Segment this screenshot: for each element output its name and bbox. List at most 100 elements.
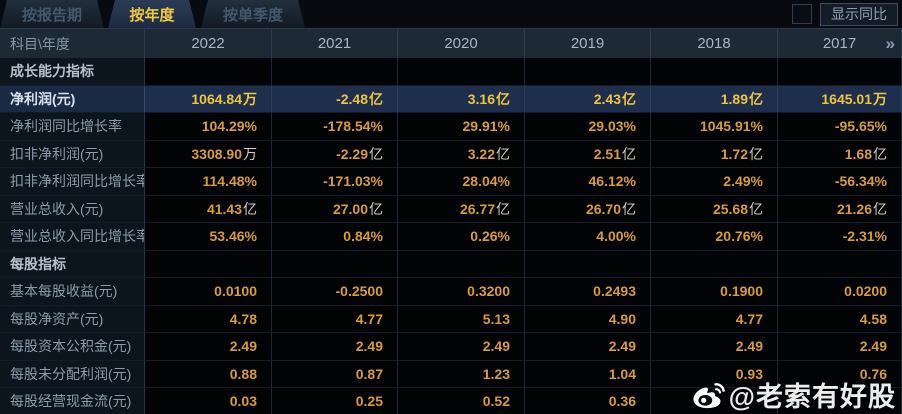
row-value: [651, 58, 778, 86]
row-value: 29.03%: [525, 113, 651, 141]
row-value: 28.04%: [398, 168, 525, 196]
row-value: 4.00%: [525, 223, 651, 251]
row-value: 53.46%: [145, 223, 272, 251]
table-row[interactable]: 每股经营现金流(元) 0.03 0.25 0.52 0.36: [0, 388, 902, 414]
table-row[interactable]: 扣非净利润同比增长率 114.48% -171.03% 28.04% 46.12% 2.4…: [0, 168, 902, 196]
row-value: [525, 250, 651, 278]
year-header-2019: 2019: [525, 29, 651, 58]
row-value: 1.68 亿: [778, 140, 902, 168]
row-value: 0.88: [145, 360, 272, 388]
row-value: 0.0200: [778, 278, 902, 306]
row-value: 26.77 亿: [398, 195, 525, 223]
row-label: 每股未分配利润(元): [0, 360, 145, 388]
row-label: 扣非净利润(元): [0, 140, 145, 168]
tab-by-report-period[interactable]: 按报告期: [0, 0, 104, 28]
row-value: 41.43 亿: [145, 195, 272, 223]
row-label: 净利润同比增长率: [0, 113, 145, 141]
tab-bar: 按报告期 按年度 按单季度 显示同比: [0, 0, 902, 28]
row-value: 0.76: [778, 360, 902, 388]
row-value: [525, 58, 651, 86]
table-row[interactable]: 成长能力指标: [0, 58, 902, 86]
row-value: -2.31%: [778, 223, 902, 251]
row-value: 0.1900: [651, 278, 778, 306]
row-label: 每股净资产(元): [0, 305, 145, 333]
year-header-2022: 2022: [145, 29, 272, 58]
row-value: 4.90: [525, 305, 651, 333]
row-value: -56.34%: [778, 168, 902, 196]
row-value: 1045.91%: [651, 113, 778, 141]
row-value: [398, 250, 525, 278]
row-value: 2.49%: [651, 168, 778, 196]
row-value: [145, 250, 272, 278]
year-header-2018: 2018: [651, 29, 778, 58]
row-value: 27.00 亿: [272, 195, 398, 223]
row-label: 营业总收入同比增长率: [0, 223, 145, 251]
row-value: 0.26%: [398, 223, 525, 251]
row-value: 4.78: [145, 305, 272, 333]
show-yoy-label[interactable]: 显示同比: [820, 2, 898, 26]
corner-label: 科目\年度: [0, 29, 145, 58]
row-value: 21.26 亿: [778, 195, 902, 223]
row-label: 净利润(元): [0, 85, 145, 113]
next-columns-icon[interactable]: »: [885, 33, 896, 53]
row-value: 3308.90 万: [145, 140, 272, 168]
row-value: [272, 250, 398, 278]
row-value: 0.52: [398, 388, 525, 414]
row-value: 1.72 亿: [651, 140, 778, 168]
row-value: 0.87: [272, 360, 398, 388]
row-value: 3.16 亿: [398, 85, 525, 113]
row-value: 20.76%: [651, 223, 778, 251]
row-value: 25.68 亿: [651, 195, 778, 223]
row-value: 4.77: [272, 305, 398, 333]
row-value: 2.43 亿: [525, 85, 651, 113]
row-value: 0.0100: [145, 278, 272, 306]
row-value: 0.25: [272, 388, 398, 414]
tab-by-single-quarter[interactable]: 按单季度: [201, 0, 305, 28]
show-yoy-checkbox[interactable]: [792, 4, 812, 24]
table-row[interactable]: 营业总收入同比增长率 53.46% 0.84% 0.26% 4.00% 20.76% -2.…: [0, 223, 902, 251]
row-value: 3.22 亿: [398, 140, 525, 168]
row-value: 0.2493: [525, 278, 651, 306]
table-row[interactable]: 营业总收入(元) 41.43 亿 27.00 亿 26.77 亿 26.70 亿 25.68 亿 21…: [0, 195, 902, 223]
row-label: 扣非净利润同比增长率: [0, 168, 145, 196]
year-header-2021: 2021: [272, 29, 398, 58]
row-value: 4.77: [651, 305, 778, 333]
row-value: 0.93: [651, 360, 778, 388]
table-row[interactable]: 每股净资产(元) 4.78 4.77 5.13 4.90 4.77 4.58: [0, 305, 902, 333]
row-value: 2.49: [272, 333, 398, 361]
row-label: 营业总收入(元): [0, 195, 145, 223]
row-value: [651, 250, 778, 278]
row-value: 1.04: [525, 360, 651, 388]
year-header-2017: 2017 »: [778, 29, 902, 58]
row-value: [651, 388, 778, 414]
row-value: 2.49: [525, 333, 651, 361]
table-body: 成长能力指标 净利润(元) 1064.84 万 -2.48 亿 3.16 亿 2.43 亿 1.89…: [0, 58, 902, 414]
row-value: 46.12%: [525, 168, 651, 196]
row-value: -178.54%: [272, 113, 398, 141]
row-value: 1.23: [398, 360, 525, 388]
row-label: 每股指标: [0, 250, 145, 278]
table-row[interactable]: 每股未分配利润(元) 0.88 0.87 1.23 1.04 0.93 0.76: [0, 360, 902, 388]
row-value: [272, 58, 398, 86]
row-value: 4.58: [778, 305, 902, 333]
row-value: -2.48 亿: [272, 85, 398, 113]
tab-by-year[interactable]: 按年度: [108, 0, 196, 28]
row-value: 2.49: [651, 333, 778, 361]
row-value: [778, 388, 902, 414]
row-value: [145, 58, 272, 86]
row-value: 0.36: [525, 388, 651, 414]
row-value: -2.29 亿: [272, 140, 398, 168]
row-value: 2.49: [145, 333, 272, 361]
row-value: 2.51 亿: [525, 140, 651, 168]
row-label: 基本每股收益(元): [0, 278, 145, 306]
table-row[interactable]: 净利润同比增长率 104.29% -178.54% 29.91% 29.03% 1045.…: [0, 113, 902, 141]
table-row[interactable]: 扣非净利润(元) 3308.90 万 -2.29 亿 3.22 亿 2.51 亿 1.72 亿 1.6…: [0, 140, 902, 168]
table-row[interactable]: 每股资本公积金(元) 2.49 2.49 2.49 2.49 2.49 2.49: [0, 333, 902, 361]
table-row[interactable]: 基本每股收益(元) 0.0100 -0.2500 0.3200 0.2493 0.1900…: [0, 278, 902, 306]
row-value: -0.2500: [272, 278, 398, 306]
table-row[interactable]: 每股指标: [0, 250, 902, 278]
table-row[interactable]: 净利润(元) 1064.84 万 -2.48 亿 3.16 亿 2.43 亿 1.89 亿 1645.…: [0, 85, 902, 113]
row-value: 5.13: [398, 305, 525, 333]
row-value: 2.49: [398, 333, 525, 361]
